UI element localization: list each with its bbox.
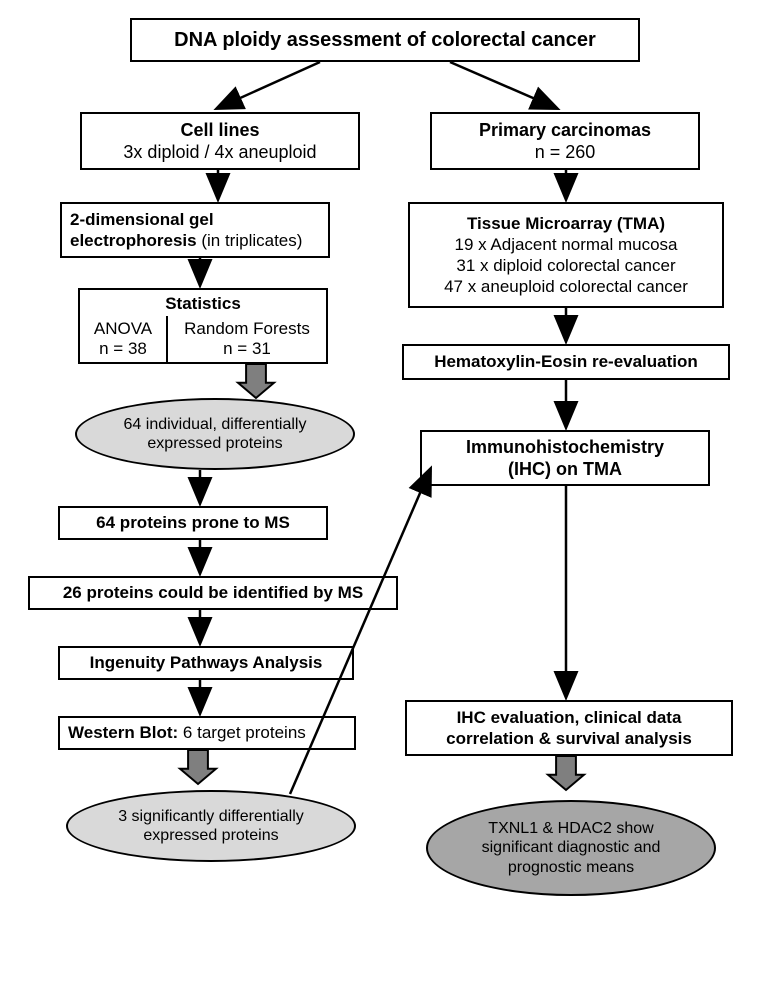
txnl-line2: significant diagnostic and: [482, 838, 661, 857]
stats-rf-n: n = 31: [174, 339, 320, 359]
fat-arrow-stats_rf-diffexp: [238, 364, 274, 398]
node-gel: 2-dimensional gel electrophoresis (in tr…: [60, 202, 330, 258]
tma-line1: 19 x Adjacent normal mucosa: [454, 234, 677, 255]
stats-rf-label: Random Forests: [174, 319, 320, 339]
flowchart-canvas: DNA ploidy assessment of colorectal canc…: [0, 0, 774, 989]
cell-lines-title: Cell lines: [180, 119, 259, 142]
node-ms64: 64 proteins prone to MS: [58, 506, 328, 540]
wb-line: Western Blot: 6 target proteins: [68, 722, 306, 743]
sig3-line2: expressed proteins: [143, 826, 278, 845]
txnl-line1: TXNL1 & HDAC2 show: [488, 819, 653, 838]
stats-anova-n: n = 38: [86, 339, 160, 359]
node-txnl: TXNL1 & HDAC2 show significant diagnosti…: [426, 800, 716, 896]
node-root: DNA ploidy assessment of colorectal canc…: [130, 18, 640, 62]
diffexp-line2: expressed proteins: [147, 434, 282, 453]
node-ipa: Ingenuity Pathways Analysis: [58, 646, 354, 680]
ihc-tma-title2: (IHC) on TMA: [508, 458, 622, 481]
edge-root-cell_lines: [218, 62, 320, 108]
sig3-line1: 3 significantly differentially: [118, 807, 304, 826]
node-sig3: 3 significantly differentially expressed…: [66, 790, 356, 862]
txnl-line3: prognostic means: [508, 858, 634, 877]
tma-line2: 31 x diploid colorectal cancer: [456, 255, 675, 276]
he-title: Hematoxylin-Eosin re-evaluation: [434, 351, 698, 372]
node-diffexp: 64 individual, differentially expressed …: [75, 398, 355, 470]
stats-rf: Random Forests n = 31: [168, 316, 328, 364]
stats-header: Statistics: [78, 288, 328, 316]
tma-line3: 47 x aneuploid colorectal cancer: [444, 276, 688, 297]
node-cell-lines: Cell lines 3x diploid / 4x aneuploid: [80, 112, 360, 170]
node-primary: Primary carcinomas n = 260: [430, 112, 700, 170]
ihc-eval-title: IHC evaluation, clinical data: [457, 707, 682, 728]
ipa-title: Ingenuity Pathways Analysis: [90, 652, 323, 673]
gel-line2: electrophoresis (in triplicates): [70, 230, 302, 251]
fat-arrow-wb-sig3: [180, 750, 216, 784]
cell-lines-sub: 3x diploid / 4x aneuploid: [123, 141, 316, 164]
primary-sub: n = 260: [535, 141, 596, 164]
ihc-tma-title: Immunohistochemistry: [466, 436, 664, 459]
node-root-title: DNA ploidy assessment of colorectal canc…: [174, 28, 596, 53]
primary-title: Primary carcinomas: [479, 119, 651, 142]
gel-line1: 2-dimensional gel: [70, 209, 214, 230]
node-ihc-eval: IHC evaluation, clinical data correlatio…: [405, 700, 733, 756]
fat-arrow-ihc_eval-txnl: [548, 756, 584, 790]
stats-anova-label: ANOVA: [86, 319, 160, 339]
ms64-title: 64 proteins prone to MS: [96, 512, 290, 533]
node-he: Hematoxylin-Eosin re-evaluation: [402, 344, 730, 380]
node-wb: Western Blot: 6 target proteins: [58, 716, 356, 750]
node-tma: Tissue Microarray (TMA) 19 x Adjacent no…: [408, 202, 724, 308]
node-statistics: Statistics ANOVA n = 38 Random Forests n…: [78, 288, 328, 364]
edge-root-primary: [450, 62, 556, 108]
ihc-eval-title2: correlation & survival analysis: [446, 728, 692, 749]
diffexp-line1: 64 individual, differentially: [124, 415, 307, 434]
tma-title: Tissue Microarray (TMA): [467, 213, 665, 234]
ms26-title: 26 proteins could be identified by MS: [63, 582, 363, 603]
stats-anova: ANOVA n = 38: [78, 316, 168, 364]
node-ihc-tma: Immunohistochemistry (IHC) on TMA: [420, 430, 710, 486]
node-ms26: 26 proteins could be identified by MS: [28, 576, 398, 610]
